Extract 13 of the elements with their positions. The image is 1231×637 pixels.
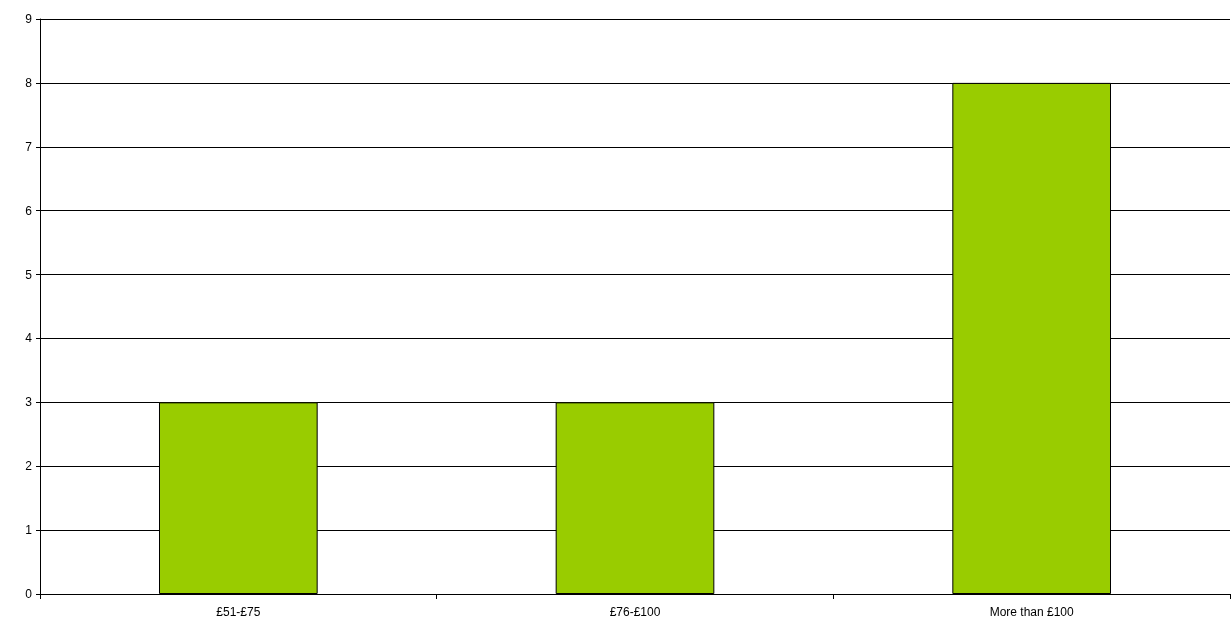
y-tick-label: 2 bbox=[25, 459, 33, 474]
y-tick-label: 0 bbox=[25, 587, 33, 601]
y-tick-label: 4 bbox=[25, 331, 33, 346]
x-tick-label: £51-£75 bbox=[216, 605, 261, 619]
x-tick-label: More than £100 bbox=[989, 605, 1075, 619]
y-tick-label: 3 bbox=[25, 395, 33, 410]
y-tick-label: 8 bbox=[25, 75, 33, 90]
y-tick-label: 6 bbox=[25, 203, 33, 218]
x-tick-label: £76-£100 bbox=[609, 605, 661, 619]
y-tick-label: 7 bbox=[25, 139, 33, 154]
y-tick-label: 1 bbox=[25, 523, 33, 538]
y-tick-label: 5 bbox=[25, 267, 33, 282]
y-tick-label: 9 bbox=[25, 12, 33, 26]
